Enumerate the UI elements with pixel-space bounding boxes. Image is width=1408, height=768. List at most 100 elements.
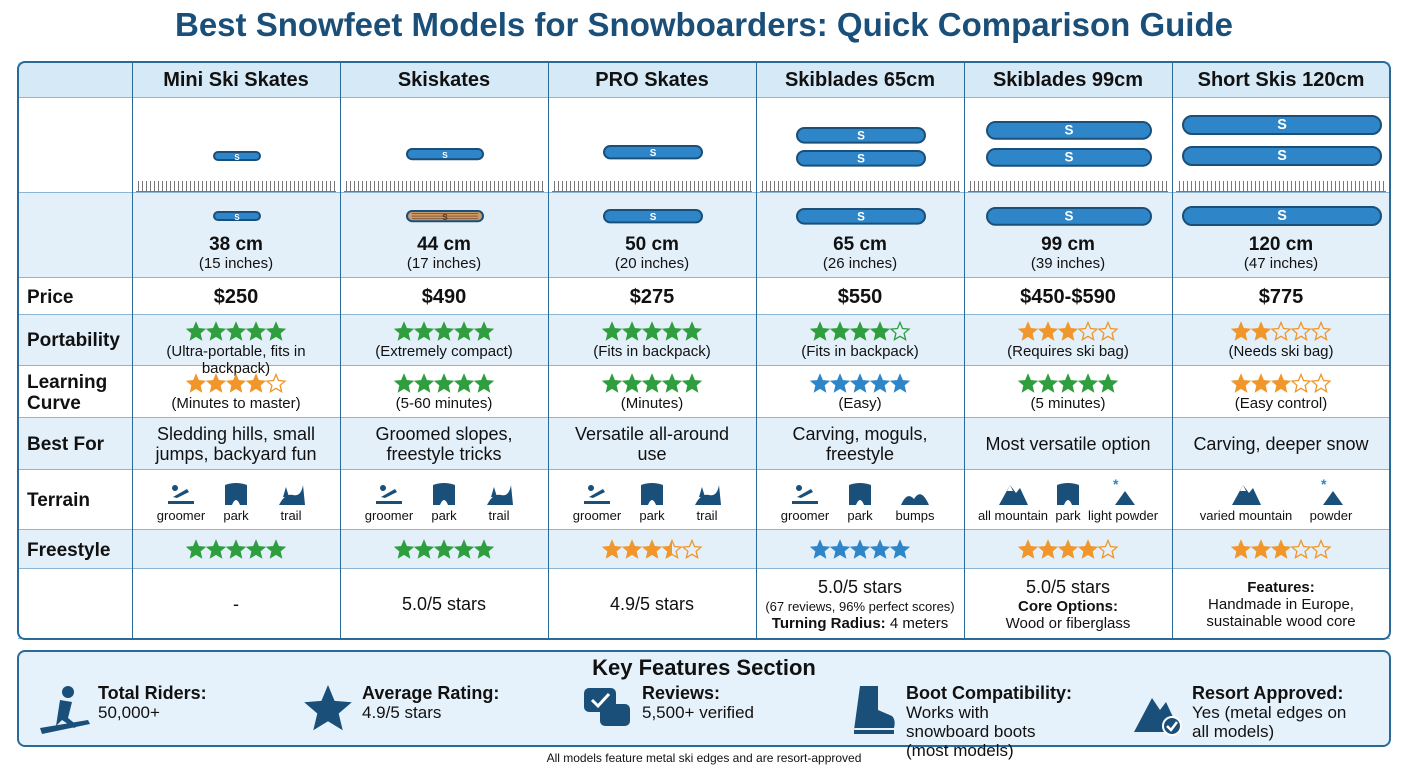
extra-text: 5.0/5 stars: [1025, 576, 1111, 597]
svg-text:S: S: [1065, 122, 1074, 137]
extra-line: Wood or fiberglass: [1006, 615, 1131, 632]
terrain-label: park: [431, 508, 457, 523]
column-divider: [1172, 62, 1173, 639]
feature-label: Boot Compatibility:: [906, 683, 1072, 703]
feature-icon: [304, 685, 352, 731]
board-image: S: [986, 148, 1152, 167]
star-rating: [601, 321, 703, 341]
extra-info: 4.9/5 stars: [554, 570, 750, 638]
feature-icon: [854, 686, 895, 734]
terrain-label: varied mountain: [1199, 508, 1293, 523]
terrain-icon: [584, 485, 610, 504]
terrain-label: powder: [1309, 508, 1353, 523]
extra-line: 4.9/5 stars: [610, 594, 694, 615]
column-header: PRO Skates: [595, 69, 709, 91]
extra-line: 5.0/5 stars: [1026, 577, 1110, 598]
svg-text:S: S: [234, 153, 240, 162]
extra-line: 5.0/5 stars: [402, 594, 486, 615]
footnote: All models feature metal ski edges and a…: [546, 751, 862, 765]
price: $490: [421, 286, 467, 308]
terrain-icon: [279, 485, 305, 505]
svg-text:S: S: [650, 148, 657, 159]
star-rating: [1017, 538, 1119, 560]
portability-note: (Needs ski bag): [1228, 343, 1334, 360]
board-image: S: [213, 151, 261, 162]
extra-line: Handmade in Europe, sustainable wood cor…: [1178, 596, 1384, 630]
star-rating: [1230, 320, 1332, 342]
star-rating: [393, 321, 495, 341]
board-image: S: [603, 144, 703, 160]
best-for-text: Sledding hills, small jumps, backyard fu…: [155, 424, 317, 464]
row-label: Best For: [27, 434, 105, 455]
terrain-label: trail: [280, 508, 302, 523]
extra-line: Core Options:: [1018, 598, 1118, 615]
board-image: S: [796, 127, 926, 144]
terrain-label: all mountain: [977, 508, 1049, 523]
feature-value: 5,500+ verified: [642, 703, 754, 722]
feature-icon: [1134, 698, 1182, 736]
terrain-icon: [695, 485, 721, 505]
terrain-label: park: [847, 508, 873, 523]
star-rating: [393, 539, 495, 559]
terrain-icon: [225, 483, 247, 505]
price: $550: [837, 286, 883, 308]
extra-info: 5.0/5 stars (67 reviews, 96% perfect scor…: [762, 570, 958, 638]
svg-text:S: S: [1277, 208, 1287, 224]
column-header: Mini Ski Skates: [163, 69, 309, 91]
terrain-icon: *: [1113, 476, 1135, 505]
size-inches: (47 inches): [1243, 255, 1319, 272]
extra-text: (67 reviews, 96% perfect scores): [765, 598, 955, 614]
star-rating: [601, 373, 703, 393]
star-rating: [809, 539, 911, 559]
learning-note: (Minutes): [620, 395, 684, 412]
row-background: [18, 278, 1390, 315]
column-divider: [132, 62, 133, 639]
star-rating: [1017, 373, 1119, 393]
star-rating: [393, 373, 495, 393]
extra-text: 4.9/5 stars: [609, 593, 695, 614]
best-for-text: Carving, deeper snow: [1193, 434, 1369, 454]
star-rating: [1017, 320, 1119, 342]
best-for-text: Groomed slopes, freestyle tricks: [375, 424, 513, 464]
svg-text:S: S: [1065, 149, 1074, 164]
board-image: S: [796, 207, 926, 225]
size-inches: (17 inches): [406, 255, 482, 272]
column-divider: [340, 62, 341, 639]
terrain-icon: [487, 485, 513, 505]
star-rating: [185, 539, 287, 559]
row-background: [18, 530, 1390, 569]
column-divider: [548, 62, 549, 639]
feature-label: Average Rating:: [362, 683, 500, 703]
feature-icon: [40, 686, 90, 734]
svg-text:S: S: [1277, 148, 1287, 164]
price: $275: [629, 286, 675, 308]
row-label: Learning Curve: [27, 372, 108, 414]
ruler: [344, 176, 544, 192]
size-inches: (20 inches): [614, 255, 690, 272]
size-inches: (26 inches): [822, 255, 898, 272]
svg-text:S: S: [442, 213, 448, 222]
extra-text: 5.0/5 stars: [817, 576, 903, 597]
board-image: S: [986, 121, 1152, 140]
extra-text: 4 meters: [889, 614, 949, 632]
extra-line: -: [233, 594, 239, 615]
extra-line: (67 reviews, 96% perfect scores): [765, 598, 954, 615]
board-image: S: [603, 208, 703, 224]
extra-text: -: [233, 593, 239, 614]
svg-text:S: S: [650, 212, 657, 223]
terrain-icon: [433, 483, 455, 505]
portability-note: (Fits in backpack): [593, 343, 711, 360]
terrain-label: light powder: [1087, 508, 1159, 523]
terrain-icon: [1057, 483, 1079, 505]
best-for: Sledding hills, small jumps, backyard fu…: [142, 418, 330, 470]
terrain-label: trail: [696, 508, 718, 523]
row-background: [18, 62, 1390, 98]
column-divider: [756, 62, 757, 639]
feature-value: 50,000+: [98, 703, 160, 722]
terrain-icon: [641, 483, 663, 505]
size-inches: (39 inches): [1030, 255, 1106, 272]
svg-text:S: S: [1277, 117, 1287, 133]
feature-value: 4.9/5 stars: [362, 703, 442, 722]
portability-note: (Requires ski bag): [1007, 343, 1129, 360]
